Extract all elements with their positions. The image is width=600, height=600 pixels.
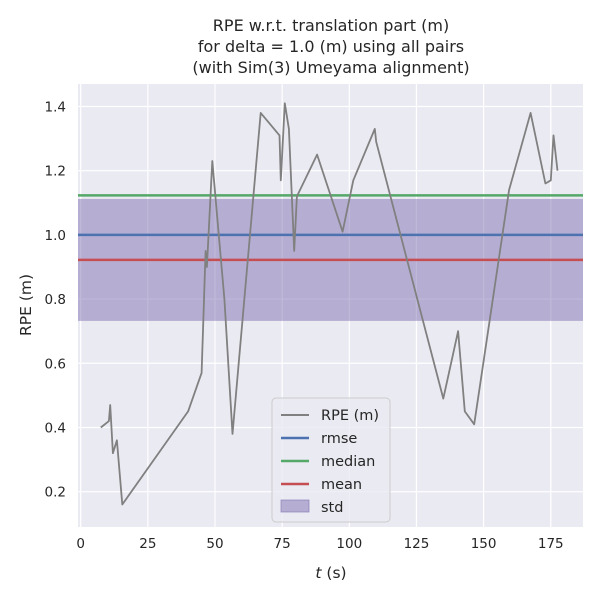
legend-std-label: std [321,500,343,516]
series-layer [100,102,559,506]
chart-title: RPE w.r.t. translation part (m) for delt… [192,16,469,77]
y-tick-label: 0.6 [45,356,66,372]
x-tick-label: 75 [274,536,291,552]
legend: RPE (m) rmse median mean std [271,397,391,523]
title-line-1: RPE w.r.t. translation part (m) [213,16,449,35]
y-tick-label: 0.4 [45,420,66,436]
legend-mean-label: mean [321,477,362,493]
x-tick-label: 25 [139,536,156,552]
x-tick-label: 125 [404,536,430,552]
y-tick-label: 1.0 [45,228,66,244]
legend-median-label: median [321,454,375,470]
legend-std-swatch [280,499,310,513]
title-line-3: (with Sim(3) Umeyama alignment) [192,58,469,77]
x-tick-label: 175 [538,536,564,552]
y-tick-label: 0.2 [45,485,66,501]
legend-rmse-label: rmse [321,431,357,447]
title-line-2: for delta = 1.0 (m) using all pairs [198,37,464,56]
x-axis-label: t (s) [315,564,346,582]
x-tick-label: 50 [206,536,223,552]
x-axis-unit: (s) [321,564,346,582]
y-tick-labels: 0.2 0.4 0.6 0.8 1.0 1.2 1.4 [45,99,66,500]
legend-rpe-label: RPE (m) [321,408,379,424]
y-axis-label: RPE (m) [17,274,35,336]
x-tick-label: 0 [76,536,85,552]
x-tick-labels: 0 25 50 75 100 125 150 175 [76,536,563,552]
legend-frame [271,397,391,523]
y-tick-label: 1.4 [45,99,66,115]
x-tick-label: 100 [336,536,362,552]
rpe-series-line [100,102,559,506]
x-axis-variable: t [315,564,322,582]
y-tick-label: 1.2 [45,164,66,180]
y-tick-label: 0.8 [45,292,66,308]
x-tick-label: 150 [471,536,497,552]
